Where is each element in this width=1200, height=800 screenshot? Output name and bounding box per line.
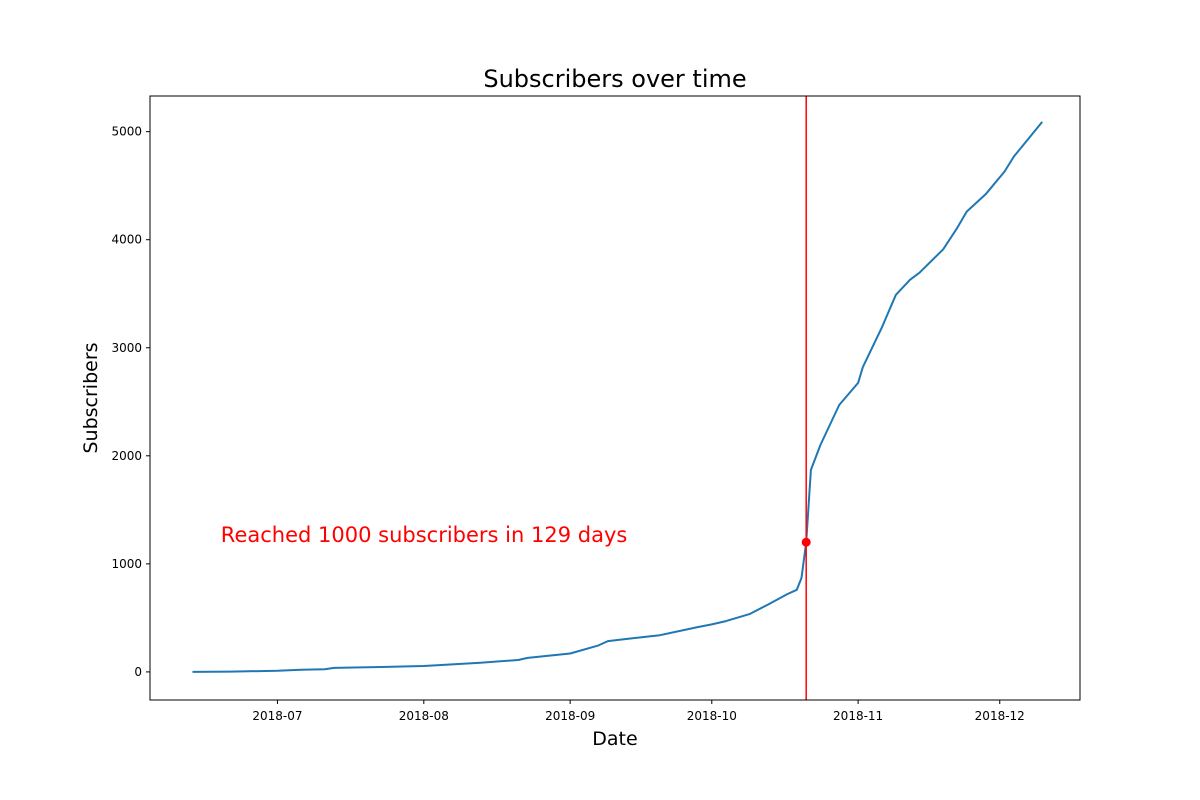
axes-frame	[149, 95, 1081, 701]
x-tick-label: 2018-08	[399, 709, 449, 723]
x-tick-label: 2018-11	[833, 709, 883, 723]
y-tick-label: 1000	[111, 557, 142, 571]
series-line	[192, 121, 1043, 673]
x-tick-label: 2018-12	[975, 709, 1025, 723]
y-tick-label: 3000	[111, 341, 142, 355]
x-tick-label: 2018-09	[545, 709, 595, 723]
y-tick-label: 0	[134, 665, 142, 679]
annotation-text: Reached 1000 subscribers in 129 days	[221, 523, 628, 547]
y-tick-label: 4000	[111, 233, 142, 247]
chart-title: Subscribers over time	[483, 65, 746, 93]
y-tick-label: 2000	[111, 449, 142, 463]
x-axis-label: Date	[592, 728, 637, 750]
y-axis-label: Subscribers	[80, 342, 102, 453]
plot-area: 2018-07 2018-08 2018-09 2018-10 2018-11 2018-…	[111, 95, 1081, 723]
y-tick-label: 5000	[111, 125, 142, 139]
x-tick-label: 2018-07	[252, 709, 302, 723]
milestone-marker	[801, 537, 811, 547]
x-tick-label: 2018-10	[687, 709, 737, 723]
